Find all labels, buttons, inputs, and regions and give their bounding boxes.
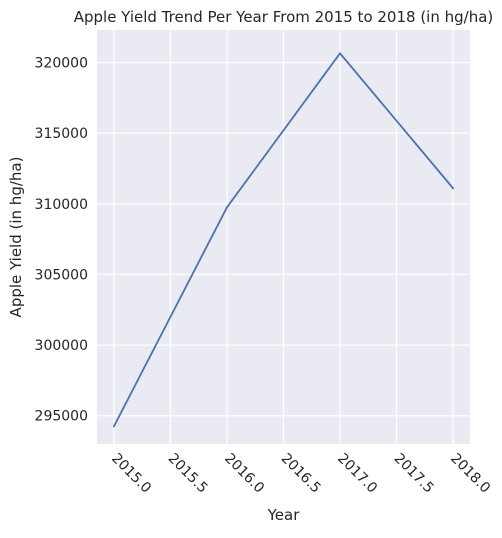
x-tick-label: 2017.5	[391, 451, 437, 497]
data-point	[113, 425, 115, 427]
x-axis-label: Year	[267, 506, 301, 524]
y-tick-label: 315000	[35, 126, 88, 142]
data-point	[339, 52, 341, 54]
chart-title: Apple Yield Trend Per Year From 2015 to …	[74, 8, 494, 26]
x-axis-ticks: 2015.0 2015.5 2016.0 2016.5 2017.0 2017.5 2018…	[108, 451, 493, 497]
y-axis-label: Apple Yield (in hg/ha)	[7, 157, 25, 318]
y-tick-label: 300000	[35, 338, 88, 354]
data-point	[452, 187, 454, 189]
x-tick-label: 2017.0	[334, 451, 380, 497]
y-tick-label: 305000	[35, 267, 88, 283]
x-tick-label: 2016.0	[221, 451, 267, 497]
x-tick-label: 2018.0	[447, 451, 493, 497]
data-point	[226, 206, 228, 208]
x-tick-label: 2015.0	[108, 451, 154, 497]
x-tick-label: 2016.5	[278, 451, 324, 497]
y-axis-ticks: 295000 300000 305000 310000 315000 320000	[35, 55, 88, 424]
y-tick-label: 320000	[35, 55, 88, 71]
y-tick-label: 295000	[35, 409, 88, 425]
x-tick-label: 2015.5	[165, 451, 211, 497]
y-tick-label: 310000	[35, 197, 88, 213]
